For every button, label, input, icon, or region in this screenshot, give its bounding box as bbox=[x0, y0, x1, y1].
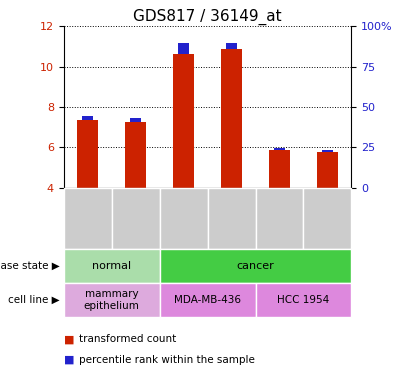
Bar bbox=[130, 118, 141, 122]
Bar bbox=[77, 120, 99, 188]
Text: cancer: cancer bbox=[237, 261, 275, 271]
Bar bbox=[274, 148, 285, 150]
Text: cell line ▶: cell line ▶ bbox=[8, 295, 60, 305]
Text: percentile rank within the sample: percentile rank within the sample bbox=[79, 355, 255, 365]
Text: transformed count: transformed count bbox=[79, 334, 177, 344]
Bar bbox=[178, 44, 189, 54]
Bar bbox=[82, 116, 93, 120]
Bar bbox=[173, 54, 194, 188]
Text: normal: normal bbox=[92, 261, 131, 271]
Text: ■: ■ bbox=[64, 355, 78, 365]
Bar bbox=[221, 50, 242, 188]
Text: HCC 1954: HCC 1954 bbox=[277, 295, 330, 305]
Text: ■: ■ bbox=[64, 334, 78, 344]
Text: MDA-MB-436: MDA-MB-436 bbox=[174, 295, 241, 305]
Bar bbox=[269, 150, 290, 188]
Text: mammary
epithelium: mammary epithelium bbox=[84, 289, 140, 311]
Text: disease state ▶: disease state ▶ bbox=[0, 261, 60, 271]
Bar bbox=[316, 152, 338, 188]
Bar bbox=[125, 122, 146, 188]
Title: GDS817 / 36149_at: GDS817 / 36149_at bbox=[133, 9, 282, 25]
Bar bbox=[226, 44, 237, 50]
Bar bbox=[322, 150, 333, 152]
